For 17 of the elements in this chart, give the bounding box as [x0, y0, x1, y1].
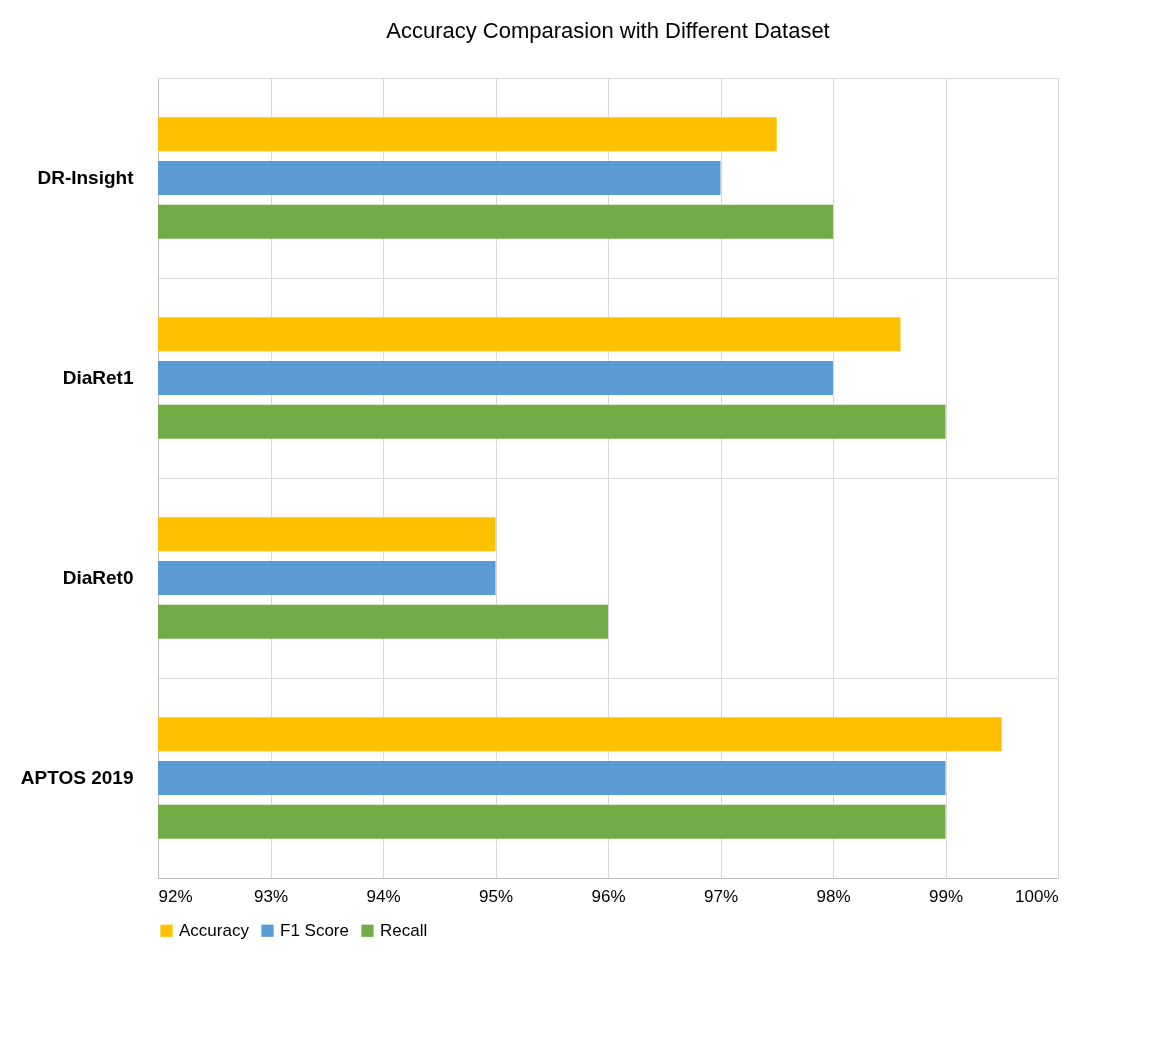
x-tick-label: 100%: [1015, 886, 1059, 906]
x-tick-label: 94%: [366, 886, 401, 906]
legend-label: Recall: [380, 920, 428, 940]
y-tick-label: DiaRet1: [62, 367, 134, 388]
x-tick-label: 98%: [816, 886, 851, 906]
x-tick-label: 99%: [928, 886, 964, 906]
y-tick-label: APTOS 2019: [20, 767, 134, 788]
y-tick-label: DiaRet0: [62, 567, 134, 588]
x-tick-label: 93%: [253, 886, 289, 906]
x-tick-label: 97%: [703, 886, 739, 906]
x-tick-label: 92%: [158, 886, 193, 906]
legend-label: F1 Score: [280, 920, 349, 940]
x-tick-label: 96%: [591, 886, 626, 906]
chart-title: Accuracy Comparasion with Different Dataset: [386, 18, 830, 43]
x-tick-label: 95%: [478, 886, 514, 906]
legend-label: Accuracy: [179, 920, 250, 940]
y-tick-label: DR-Insight: [37, 167, 135, 188]
